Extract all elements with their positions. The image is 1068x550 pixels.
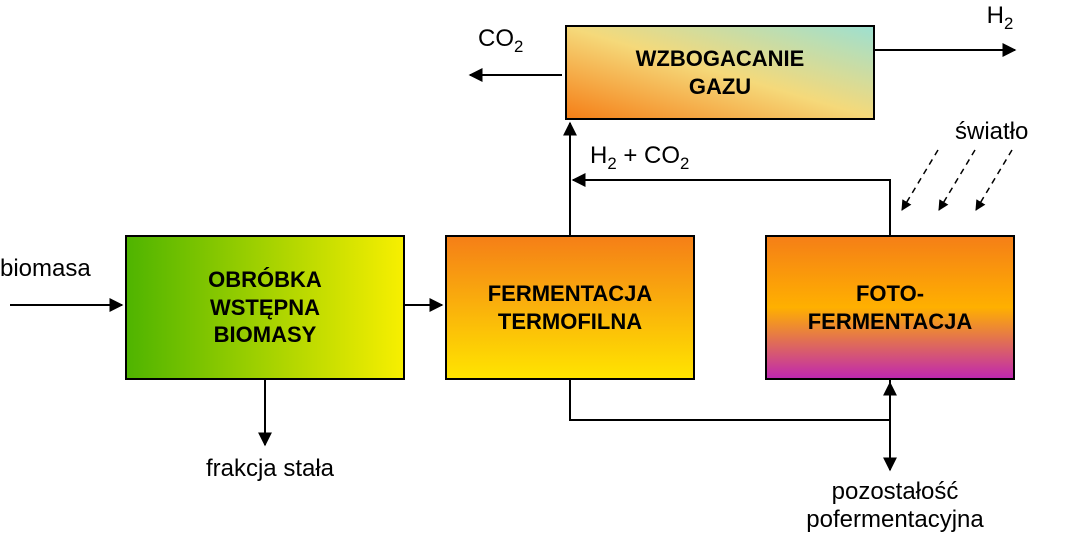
node-pretreatment-label: OBRÓBKA WSTĘPNA BIOMASY (208, 266, 322, 349)
edge-light2 (939, 150, 975, 210)
node-thermo-label: FERMENTACJA TERMOFILNA (488, 280, 653, 335)
label-solid: frakcja stała (160, 455, 380, 483)
label-h2: H2 (960, 2, 1040, 34)
label-co2: CO2 (478, 25, 558, 57)
label-biomass: biomasa (0, 255, 120, 283)
node-thermo: FERMENTACJA TERMOFILNA (445, 235, 695, 380)
edge-thermo_to_photo (570, 380, 890, 420)
label-light: światło (955, 118, 1065, 146)
node-upgrade-label: WZBOGACANIE GAZU (636, 45, 805, 100)
node-photo-label: FOTO- FERMENTACJA (808, 280, 973, 335)
label-h2co2: H2 + CO2 (590, 142, 760, 174)
edge-light3 (976, 150, 1012, 210)
edge-photo_up (573, 180, 890, 235)
node-upgrade: WZBOGACANIE GAZU (565, 25, 875, 120)
edge-light1 (902, 150, 938, 210)
label-residue: pozostałość pofermentacyjna (770, 478, 1020, 534)
node-photo: FOTO- FERMENTACJA (765, 235, 1015, 380)
node-pretreatment: OBRÓBKA WSTĘPNA BIOMASY (125, 235, 405, 380)
